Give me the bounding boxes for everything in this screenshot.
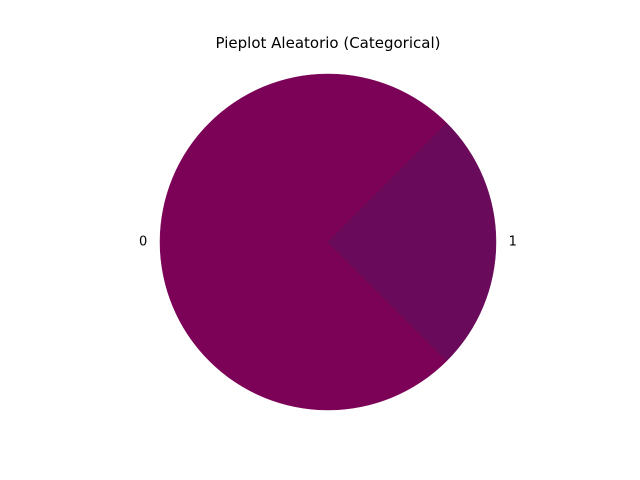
slice-separator bbox=[327, 241, 447, 361]
slice-separator bbox=[327, 123, 447, 243]
slice-label-0: 0 bbox=[139, 235, 147, 250]
chart-title: Pieplot Aleatorio (Categorical) bbox=[215, 34, 441, 52]
pie-slice-0 bbox=[159, 73, 448, 411]
pie-slice-1 bbox=[327, 122, 497, 362]
slice-label-1: 1 bbox=[509, 235, 517, 250]
